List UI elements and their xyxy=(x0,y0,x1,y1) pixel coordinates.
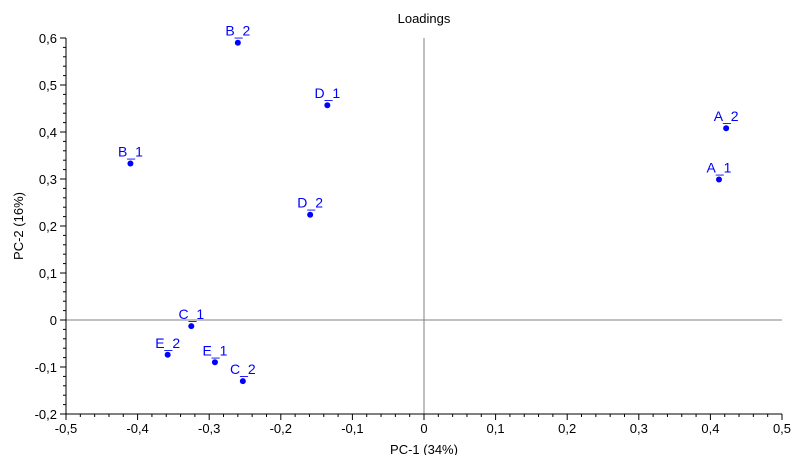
data-label: D_1 xyxy=(314,85,340,101)
data-points: B_2 D_1 B_1 D_2 A_2 A_1 C_1 E_2 E_1C_2 xyxy=(118,23,739,385)
data-label: B_1 xyxy=(118,143,143,159)
x-tick-label: -0,1 xyxy=(341,421,363,436)
y-tick-label: 0,5 xyxy=(39,78,57,93)
data-point-c-1 xyxy=(188,323,195,330)
x-tick-label: 0,1 xyxy=(487,421,505,436)
y-tick-label: -0,1 xyxy=(35,360,57,375)
x-tick-label: 0,5 xyxy=(773,421,791,436)
x-tick-label: -0,5 xyxy=(55,421,77,436)
data-label: D_2 xyxy=(297,195,323,211)
y-tick-label: -0,2 xyxy=(35,407,57,422)
data-label: B_2 xyxy=(225,23,250,39)
y-tick-label: 0,2 xyxy=(39,219,57,234)
data-label: E_1 xyxy=(202,342,227,358)
chart-title: Loadings xyxy=(398,11,451,26)
data-point-e-2 xyxy=(164,351,171,358)
data-label: C_2 xyxy=(230,361,256,377)
data-point-a-2 xyxy=(723,125,730,132)
x-axis-label: PC-1 (34%) xyxy=(390,442,458,455)
plot-axes xyxy=(65,38,782,415)
data-point-b-2 xyxy=(234,39,241,46)
x-tick-label: -0,4 xyxy=(126,421,148,436)
data-label: C_1 xyxy=(178,306,204,322)
data-point-d-1 xyxy=(324,102,331,109)
x-tick-label: 0 xyxy=(420,421,427,436)
y-tick-label: 0,4 xyxy=(39,125,57,140)
data-point-c-2 xyxy=(239,378,246,385)
data-label: E_2 xyxy=(155,335,180,351)
data-point-b-1 xyxy=(127,160,134,167)
x-tick-label: 0,2 xyxy=(558,421,576,436)
x-tick-label: 0,3 xyxy=(630,421,648,436)
x-tick-label: -0,3 xyxy=(198,421,220,436)
y-tick-label: 0,3 xyxy=(39,172,57,187)
x-tick-label: 0,4 xyxy=(701,421,719,436)
data-point-d-2 xyxy=(307,211,314,218)
y-tick-label: 0,1 xyxy=(39,266,57,281)
axis-ticks: -0,5 -0,4 -0,3 -0,2 -0,1 0 0,1 0,2 0,3 0,4 0,5 -0,2… xyxy=(35,31,791,436)
data-point-a-1 xyxy=(715,176,722,183)
data-label: A_1 xyxy=(707,159,732,175)
data-label: A_2 xyxy=(714,108,739,124)
y-tick-label: 0,6 xyxy=(39,31,57,46)
y-axis-label: PC-2 (16%) xyxy=(11,192,26,260)
x-tick-label: -0,2 xyxy=(270,421,292,436)
y-tick-label: 0 xyxy=(50,313,57,328)
data-point-e-1 xyxy=(211,359,218,366)
